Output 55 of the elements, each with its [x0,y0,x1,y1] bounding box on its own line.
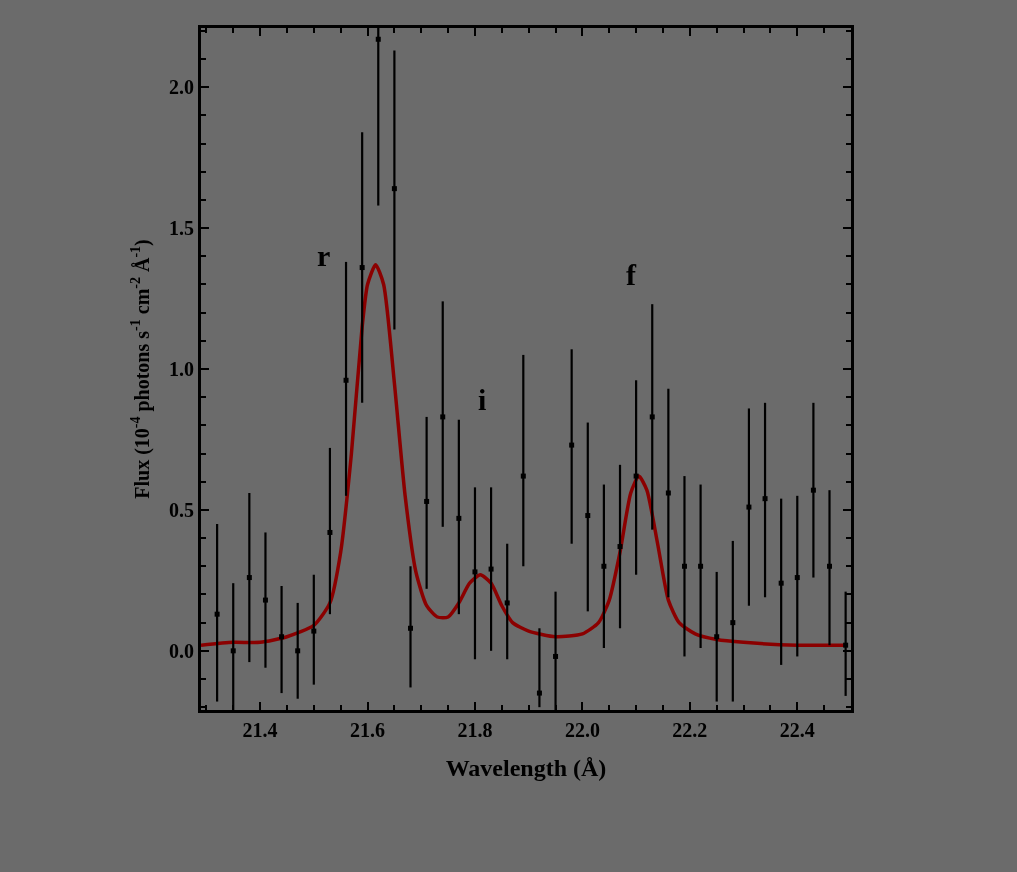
point [343,377,349,383]
y-tick-label: 0.0 [169,639,194,662]
point [311,628,317,634]
point [553,653,559,659]
point [585,513,591,519]
point [698,563,704,569]
point [408,625,413,631]
point [617,544,623,550]
point [230,648,236,654]
point [246,575,252,581]
point [681,563,687,569]
point [827,563,833,569]
y-tick-label: 1.5 [169,217,194,240]
point [440,414,446,420]
point [391,186,397,192]
x-tick-label: 22.0 [564,719,600,741]
x-tick-label: 21.4 [242,719,278,741]
point [327,529,333,535]
point [714,634,720,640]
point [424,498,430,504]
point [665,490,671,496]
point [375,36,381,42]
point [810,487,816,493]
x-tick-label: 21.6 [350,719,386,741]
x-axis-title: Wavelength (Å) [445,755,607,782]
annotation: i [478,383,487,416]
point [633,473,639,479]
annotation: f [626,258,637,291]
x-tick-label: 22.4 [779,719,815,741]
x-tick-label: 21.8 [457,719,493,741]
point [730,620,736,626]
x-tick-label: 22.2 [672,719,708,741]
point [504,600,510,606]
annotation: r [317,239,331,272]
point [601,563,607,569]
point [279,634,285,640]
point [569,442,575,448]
point [472,569,478,575]
y-tick-label: 0.5 [169,498,194,521]
point [762,496,768,502]
point [746,504,752,510]
point [794,575,800,581]
y-tick-label: 1.0 [169,358,194,380]
point [649,414,655,420]
point [456,515,462,521]
point [262,597,268,603]
point [488,566,494,572]
point [778,580,784,586]
y-tick-label: 2.0 [169,76,194,99]
point [214,611,220,617]
point [536,690,542,696]
point [520,473,526,479]
point [359,265,365,271]
point [295,648,301,654]
point [843,642,849,648]
